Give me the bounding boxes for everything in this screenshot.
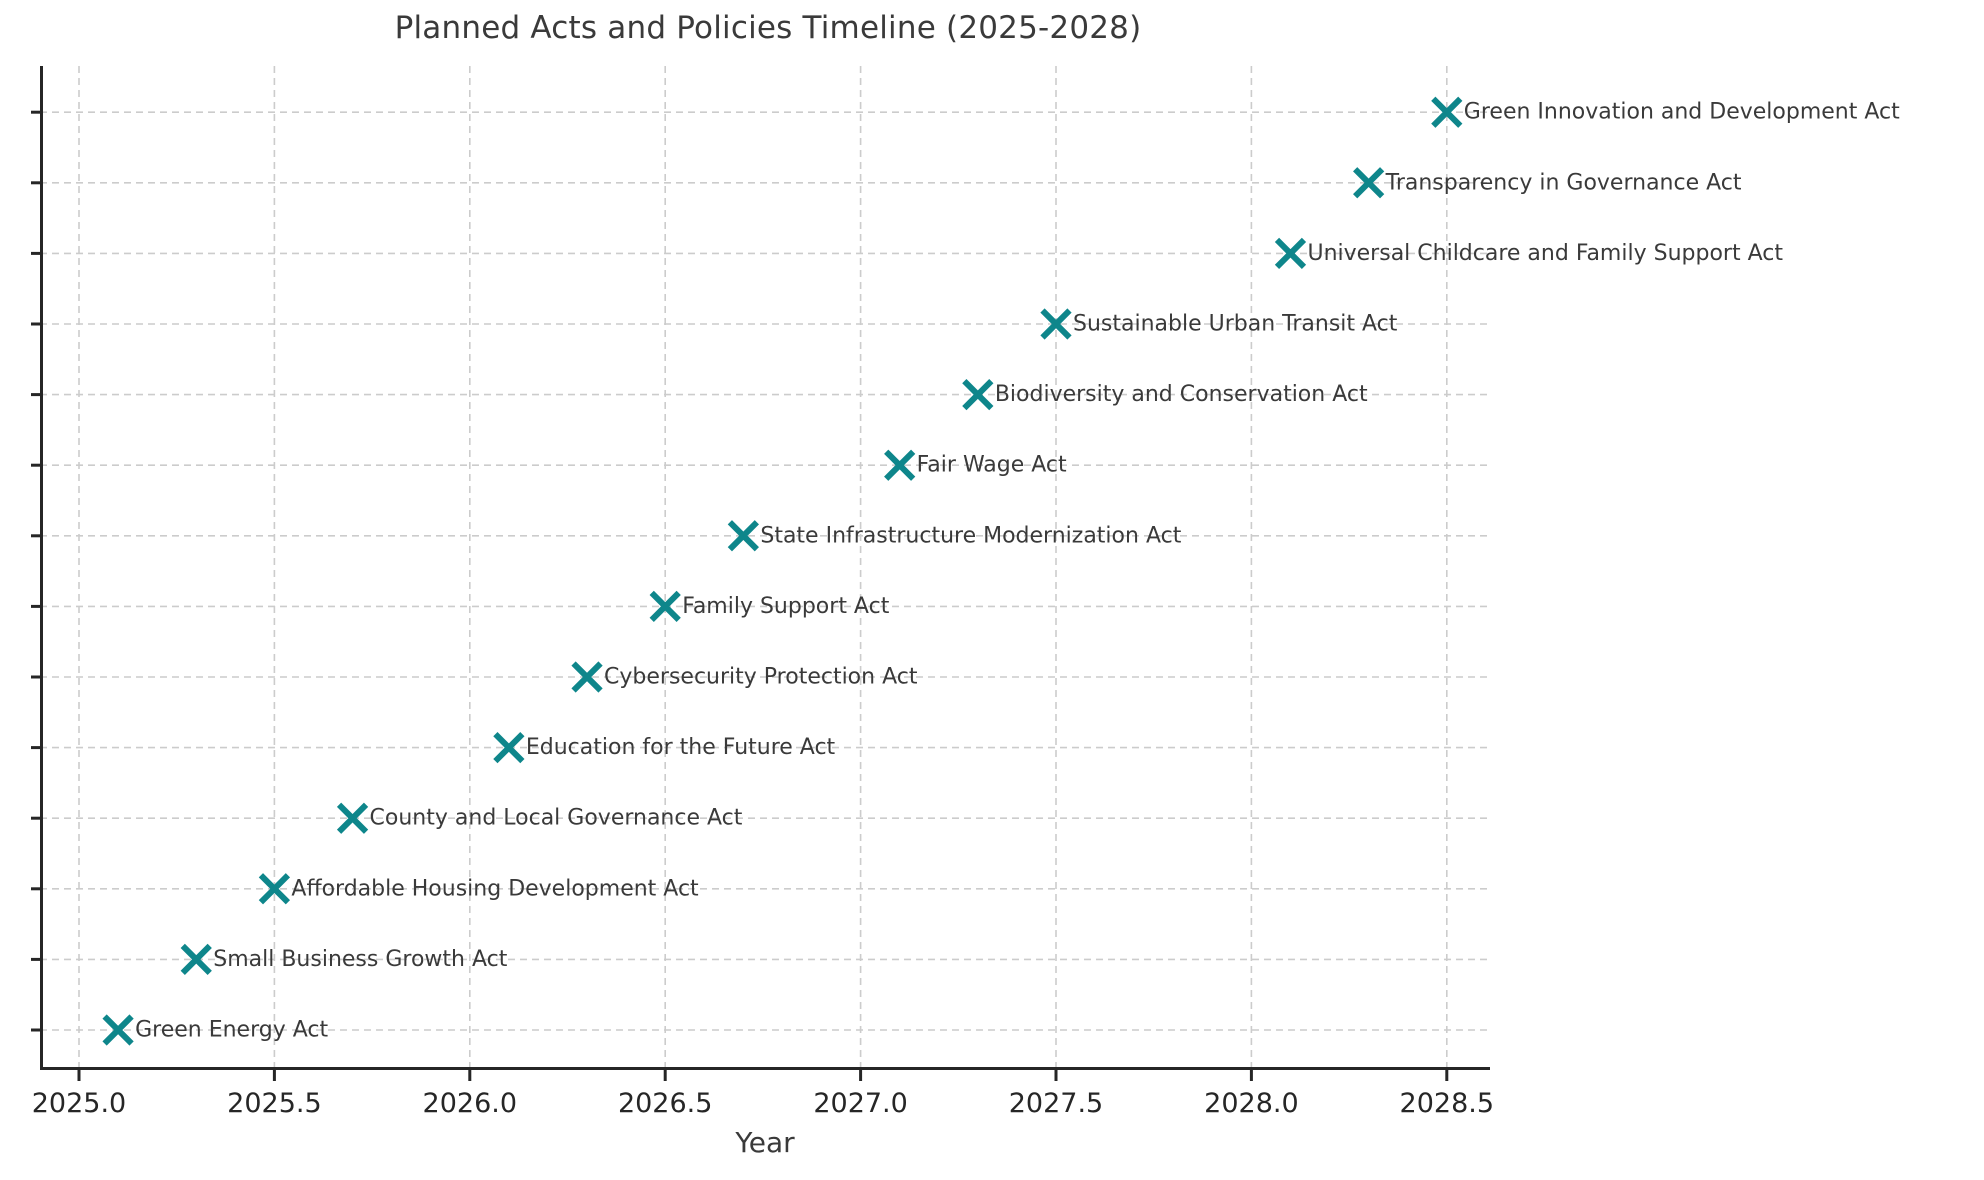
data-point-marker — [1431, 96, 1463, 128]
data-point-label: Cybersecurity Protection Act — [604, 665, 918, 690]
x-tick-label: 2025.5 — [227, 1088, 321, 1119]
data-point-marker — [649, 590, 681, 623]
x-tick-label: 2028.0 — [1204, 1088, 1298, 1119]
data-point-marker — [1040, 308, 1072, 340]
data-point-label: Green Energy Act — [135, 1018, 328, 1043]
x-tick-label: 2027.0 — [813, 1088, 907, 1119]
data-point-label: Small Business Growth Act — [213, 947, 507, 972]
data-point-marker — [102, 1014, 134, 1046]
data-point-marker — [1274, 237, 1307, 270]
data-point-label: State Infrastructure Modernization Act — [760, 523, 1181, 548]
data-point-label: Fair Wage Act — [917, 453, 1067, 478]
data-point-label: Biodiversity and Conservation Act — [995, 382, 1368, 407]
data-point-marker — [1353, 167, 1385, 199]
data-point-label: Affordable Housing Development Act — [291, 876, 699, 901]
x-tick-label: 2027.5 — [1009, 1088, 1103, 1119]
data-point-marker — [336, 802, 369, 834]
data-point-label: Green Innovation and Development Act — [1464, 100, 1900, 125]
data-point-marker — [727, 520, 759, 552]
data-point-label: County and Local Governance Act — [370, 806, 743, 831]
data-point-label: Sustainable Urban Transit Act — [1073, 312, 1398, 337]
data-point-label: Education for the Future Act — [526, 735, 836, 760]
data-point-marker — [180, 943, 212, 976]
x-tick-label: 2028.5 — [1400, 1088, 1494, 1119]
data-point-label: Universal Childcare and Family Support A… — [1307, 241, 1783, 266]
chart-title: Planned Acts and Policies Timeline (2025… — [394, 10, 1142, 46]
x-axis-title: Year — [734, 1126, 795, 1159]
data-point-marker — [493, 731, 525, 764]
data-point-marker — [571, 661, 603, 693]
data-point-label: Family Support Act — [682, 594, 890, 619]
data-point-marker — [884, 449, 916, 481]
data-point-marker — [962, 378, 994, 411]
x-tick-label: 2026.5 — [618, 1088, 712, 1119]
data-point-label: Transparency in Governance Act — [1385, 170, 1742, 195]
data-point-marker — [258, 873, 291, 905]
x-tick-label: 2026.0 — [423, 1088, 517, 1119]
x-tick-label: 2025.0 — [32, 1088, 126, 1119]
